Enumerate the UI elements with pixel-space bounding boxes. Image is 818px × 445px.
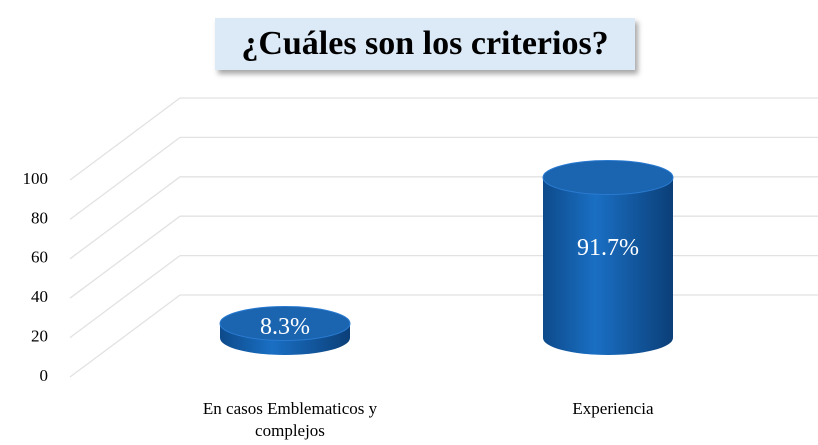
y-tick-label: 40 (31, 287, 48, 306)
chart-title: ¿Cuáles son los criterios? (215, 18, 635, 70)
grid-line (69, 294, 181, 378)
value-label: 91.7% (577, 235, 639, 261)
bar-top (219, 305, 351, 341)
grid-line (69, 136, 181, 220)
bar (543, 177, 673, 338)
x-tick-label: Experiencia (572, 399, 654, 418)
y-tick-label: 20 (31, 327, 48, 346)
grid-line (69, 255, 181, 339)
grid-line (69, 97, 181, 181)
grid-line (69, 176, 181, 260)
grid-line (69, 215, 181, 299)
y-tick-label: 0 (40, 366, 49, 385)
value-label: 8.3% (260, 314, 310, 340)
bar-top (542, 160, 674, 196)
y-tick-label: 100 (23, 169, 49, 188)
y-tick-label: 60 (31, 248, 48, 267)
y-tick-label: 80 (31, 208, 48, 227)
x-tick-label: En casos Emblematicos y complejos (202, 399, 378, 440)
